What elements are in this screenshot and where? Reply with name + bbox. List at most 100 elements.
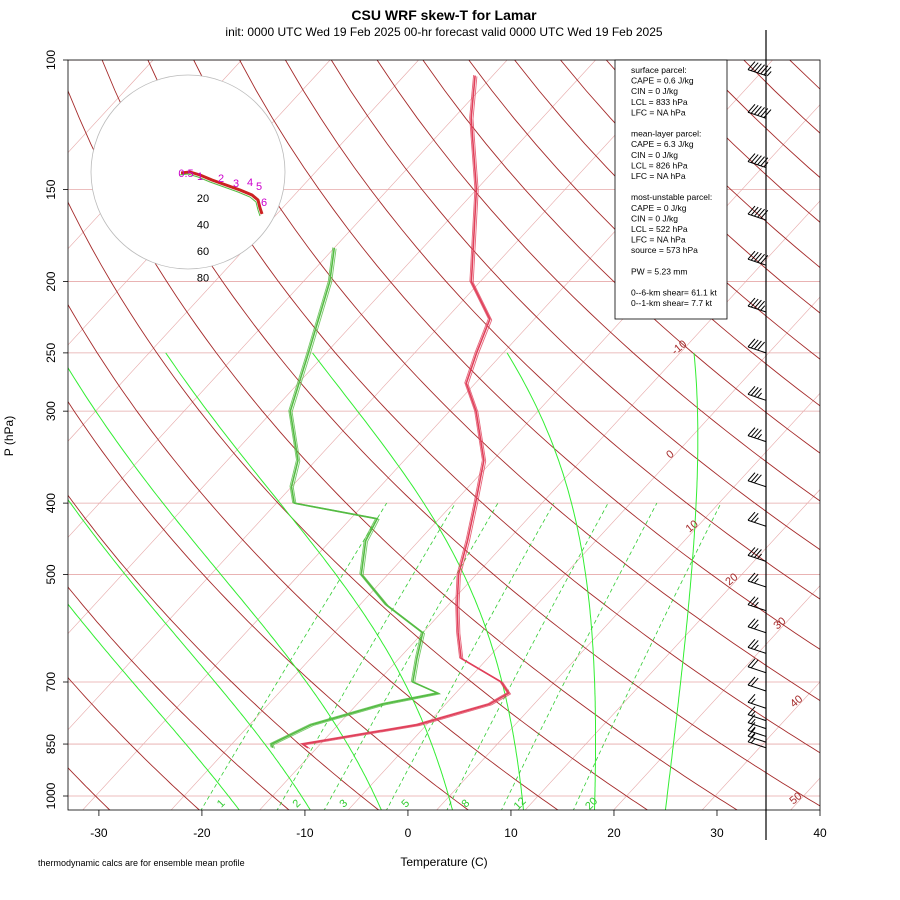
moist-adiabat-line xyxy=(68,603,240,810)
mixing-ratio-line xyxy=(323,502,499,810)
x-tick-label: 20 xyxy=(607,826,621,840)
hodograph-point-label: 1 xyxy=(197,171,203,183)
wind-barb-flag xyxy=(747,658,756,668)
moist-adiabat-line xyxy=(68,367,382,810)
wind-barb-staff xyxy=(747,722,767,730)
x-tick-label: -30 xyxy=(90,826,108,840)
wind-barb-flag xyxy=(757,341,765,351)
info-line: CAPE = 0.6 J/kg xyxy=(631,76,694,86)
wind-barb-flag xyxy=(750,619,759,629)
wind-barb-flag xyxy=(750,597,759,607)
info-line: LFC = NA hPa xyxy=(631,235,686,245)
wind-barb-staff xyxy=(747,258,767,266)
wind-barb-half-flag xyxy=(754,601,759,608)
wind-barb-flag xyxy=(754,207,762,217)
isotherm-label: 20 xyxy=(723,571,740,588)
dry-adiabat-line xyxy=(101,60,820,807)
wind-barb-flag xyxy=(757,300,765,310)
wind-barb-flag xyxy=(760,65,769,75)
wind-barbs xyxy=(747,30,772,840)
wind-barb-half-flag xyxy=(760,305,766,311)
wind-barb-flag xyxy=(750,339,759,349)
wind-barb-flag xyxy=(750,387,759,396)
isotherm-label: 50 xyxy=(787,790,804,807)
y-tick-label: 150 xyxy=(44,179,58,199)
wind-barb-staff xyxy=(747,435,767,443)
isotherm-line xyxy=(68,60,685,731)
wind-barb-staff xyxy=(747,554,767,562)
dry-adiabat-line xyxy=(836,60,900,812)
x-axis-label: Temperature (C) xyxy=(400,855,487,869)
info-line: most-unstable parcel: xyxy=(631,192,712,202)
dry-adiabat-line xyxy=(285,60,820,600)
isotherm-line xyxy=(68,60,419,442)
info-line: LCL = 833 hPa xyxy=(631,97,688,107)
dry-adiabat-line xyxy=(68,586,290,810)
wind-barb-half-flag xyxy=(750,718,756,725)
wind-barb-flag xyxy=(750,62,759,71)
dry-adiabat-line xyxy=(68,89,738,810)
info-line: CAPE = 6.3 J/kg xyxy=(631,139,694,149)
wind-barb xyxy=(747,427,767,443)
hodograph-point-label: 0.5 xyxy=(178,168,193,180)
hodograph-point-label: 6 xyxy=(261,197,267,209)
wind-barb-flag xyxy=(747,572,756,582)
wind-barb-flag xyxy=(757,253,765,263)
wind-barb-flag xyxy=(754,340,762,350)
wind-barb-staff xyxy=(747,735,767,743)
wind-barb-staff xyxy=(747,480,767,488)
wind-barb-flag xyxy=(750,659,759,669)
hodograph-point-label: 3 xyxy=(233,178,239,190)
wind-barb-flag xyxy=(754,299,762,309)
wind-barb-flag xyxy=(763,66,772,76)
wind-barb-flag xyxy=(763,109,772,118)
x-tick-label: 30 xyxy=(710,826,724,840)
hodograph: 20 40 60 80 0.5 1 2 3 4 5 6 xyxy=(90,74,286,285)
wind-barb xyxy=(747,61,772,77)
dry-adiabat-line xyxy=(881,60,900,812)
wind-barb-flag xyxy=(747,338,756,348)
wind-barb xyxy=(747,676,767,692)
y-tick-label: 1000 xyxy=(44,782,58,809)
isotherm-label: 30 xyxy=(771,615,788,632)
info-line: CIN = 0 J/kg xyxy=(631,86,678,96)
wind-barb-staff xyxy=(747,626,767,634)
profile-lines xyxy=(269,75,512,749)
x-tick-label: 0 xyxy=(405,826,412,840)
wind-barb-flag xyxy=(747,205,756,215)
mixing-ratio-label: 1 xyxy=(215,797,228,810)
wind-barb xyxy=(747,338,767,354)
wind-barb xyxy=(747,727,767,743)
wind-barb-flag xyxy=(747,639,756,648)
wind-barb-flag xyxy=(754,106,762,115)
dry-adiabat-line xyxy=(330,60,820,551)
y-tick-label: 250 xyxy=(44,343,58,363)
wind-barb-staff xyxy=(747,604,767,612)
wind-barb-flag xyxy=(750,428,759,438)
wind-barb-flag xyxy=(750,298,759,308)
dry-adiabat-line xyxy=(376,60,820,502)
dry-adiabat-line xyxy=(68,676,201,810)
y-tick-label: 500 xyxy=(44,564,58,584)
wind-barb-flag xyxy=(757,208,765,218)
isotherm-line xyxy=(613,585,820,810)
wind-barb xyxy=(747,511,767,527)
moist-adiabat-line xyxy=(312,352,524,810)
wind-barb-flag xyxy=(747,618,756,628)
mixing-ratio-line xyxy=(386,502,555,810)
wind-barb-flag xyxy=(750,677,759,687)
wind-barb xyxy=(747,693,767,709)
mixing-ratio-line xyxy=(276,502,456,810)
wind-barb-staff xyxy=(747,213,767,221)
wind-barb-flag xyxy=(750,251,759,261)
wind-barb xyxy=(747,714,767,730)
info-line: CIN = 0 J/kg xyxy=(631,150,678,160)
y-tick-label: 200 xyxy=(44,271,58,291)
x-tick-label: -20 xyxy=(193,826,211,840)
wind-barb-flag xyxy=(747,547,756,556)
dry-adiabat-line xyxy=(193,60,820,702)
mixing-ratio-line xyxy=(446,502,609,810)
wind-barb-half-flag xyxy=(750,698,756,704)
mixing-ratio-line xyxy=(572,502,722,810)
